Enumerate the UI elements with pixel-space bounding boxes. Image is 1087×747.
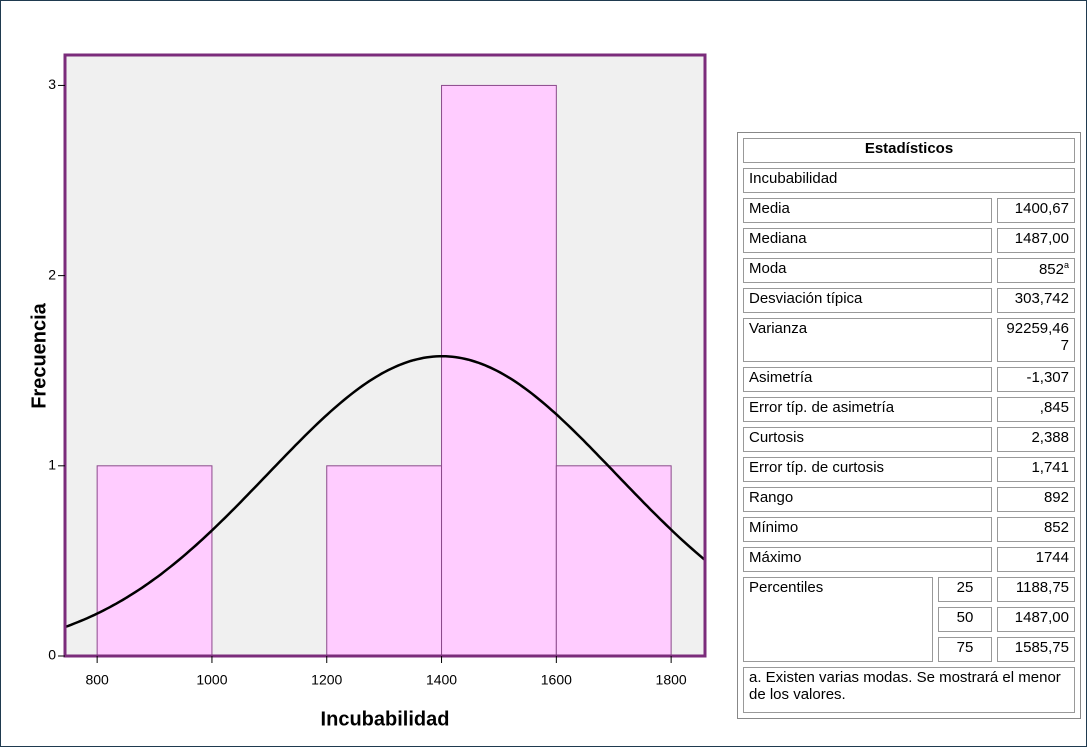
plot-frame	[63, 53, 707, 658]
stat-value: 892	[997, 487, 1075, 512]
normal-curve	[65, 354, 705, 629]
y-tick-label: 2	[48, 266, 56, 282]
footnote: a. Existen varias modas. Se mostrará el …	[743, 667, 1075, 713]
stat-value: 1744	[997, 547, 1075, 572]
y-tick-label: 1	[48, 457, 56, 473]
table-row: Rango 892	[743, 487, 1075, 512]
stat-label: Mediana	[743, 228, 992, 253]
x-tick-label: 1600	[541, 672, 572, 688]
percentile: 50	[938, 607, 992, 632]
percentiles-label: Percentiles	[743, 577, 933, 662]
percentile: 25	[938, 577, 992, 602]
table: Estadísticos Incubabilidad Media 1400,67 Med…	[738, 133, 1080, 718]
value: 852	[1043, 519, 1069, 536]
table-row: Error típ. de asimetría ,845	[743, 397, 1075, 422]
stat-label: Asimetría	[743, 367, 992, 392]
value: 92259,467	[1006, 320, 1069, 354]
stat-value: 1,741	[997, 457, 1075, 482]
table-row: 75 1585,75	[743, 637, 1075, 662]
x-tick-label: 1200	[311, 672, 342, 688]
table-title: Estadísticos	[743, 138, 1075, 163]
bar	[96, 465, 213, 657]
stat-label: Curtosis	[743, 427, 992, 452]
table-row: a. Existen varias modas. Se mostrará el …	[743, 667, 1075, 713]
stat-label: Desviación típica	[743, 288, 992, 313]
table-row: Media 1400,67	[743, 198, 1075, 223]
stat-label: Media	[743, 198, 992, 223]
value: 1400,67	[1014, 200, 1069, 217]
table-row: Desviación típica 303,742	[743, 288, 1075, 313]
stat-value: 852a	[997, 258, 1075, 283]
stat-value: 92259,467	[997, 318, 1075, 362]
stat-label: Error típ. de curtosis	[743, 457, 992, 482]
stat-label: Mínimo	[743, 517, 992, 542]
stat-value: 852	[997, 517, 1075, 542]
value: ,845	[1039, 399, 1069, 416]
x-axis-label: Incubabilidad	[321, 708, 450, 730]
stat-value: 303,742	[997, 288, 1075, 313]
percentile-value: 1585,75	[997, 637, 1075, 662]
stat-value: -1,307	[997, 367, 1075, 392]
value: 1744	[1035, 549, 1069, 566]
variable-name: Incubabilidad	[743, 168, 1075, 193]
footnote-mark: a	[1063, 260, 1069, 270]
x-tick-label: 1000	[196, 672, 227, 688]
value: 303,742	[1014, 290, 1069, 307]
percentile-value: 1487,00	[997, 607, 1075, 632]
stat-value: 1487,00	[997, 228, 1075, 253]
table-row: Percentiles 25 1188,75	[743, 577, 1075, 662]
table-row: Máximo 1744	[743, 547, 1075, 572]
x-tick-label: 1400	[426, 672, 457, 688]
stat-label: Moda	[743, 258, 992, 283]
x-tick-label: 1800	[656, 672, 687, 688]
stat-value: ,845	[997, 397, 1075, 422]
percentile: 75	[938, 637, 992, 662]
stat-label: Máximo	[743, 547, 992, 572]
table-row: 50 1487,00	[743, 607, 1075, 632]
value: 2,388	[1031, 429, 1069, 446]
table-row: Estadísticos	[743, 138, 1075, 163]
statistics-table: Estadísticos Incubabilidad Media 1400,67 Med…	[737, 132, 1081, 719]
percentile-value: 1188,75	[997, 577, 1075, 602]
value: 1,741	[1031, 459, 1069, 476]
value: 852	[1038, 261, 1064, 278]
y-tick-label: 3	[48, 76, 56, 92]
y-axis-label: Frecuencia	[28, 302, 50, 408]
bar	[555, 465, 672, 657]
table-row: Incubabilidad	[743, 168, 1075, 193]
table-row: Varianza 92259,467	[743, 318, 1075, 362]
table-row: Moda 852a	[743, 258, 1075, 283]
x-tick-label: 800	[85, 672, 109, 688]
table-row: Error típ. de curtosis 1,741	[743, 457, 1075, 482]
table-row: Asimetría -1,307	[743, 367, 1075, 392]
stat-value: 2,388	[997, 427, 1075, 452]
value: 1487,00	[1014, 230, 1069, 247]
stat-label: Error típ. de asimetría	[743, 397, 992, 422]
stat-label: Rango	[743, 487, 992, 512]
y-tick-label: 0	[48, 647, 56, 663]
stat-label: Varianza	[743, 318, 992, 362]
bar	[326, 465, 443, 657]
table-row: Mediana 1487,00	[743, 228, 1075, 253]
value: -1,307	[1026, 369, 1069, 386]
stat-value: 1400,67	[997, 198, 1075, 223]
table-row: Mínimo 852	[743, 517, 1075, 542]
value: 892	[1043, 489, 1069, 506]
table-row: Curtosis 2,388	[743, 427, 1075, 452]
